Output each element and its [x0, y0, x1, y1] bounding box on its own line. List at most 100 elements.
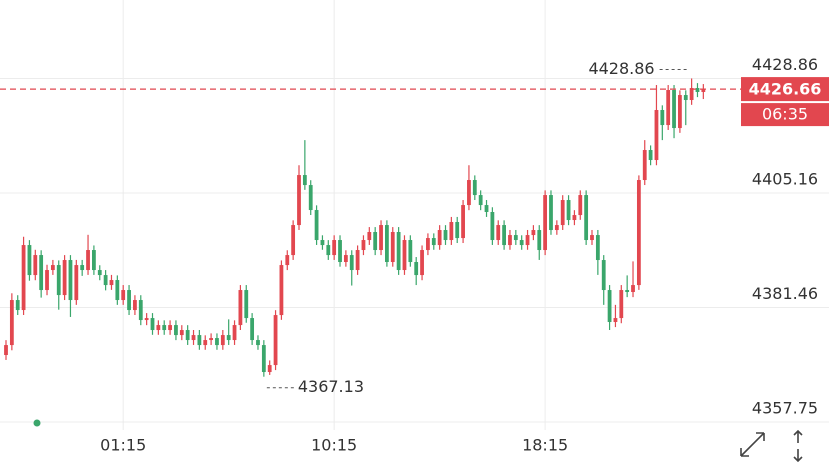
candle-body [191, 335, 196, 341]
candle-body [490, 212, 495, 241]
candle-body [162, 325, 167, 331]
candle-body [332, 240, 337, 256]
candle-body [62, 260, 67, 296]
candle-body [4, 345, 8, 356]
candle-body [449, 222, 454, 241]
candle-body [45, 270, 49, 291]
candle-body [150, 318, 155, 331]
candle-body [338, 240, 342, 263]
candle-body [414, 262, 419, 276]
candle-body [39, 255, 44, 291]
candle-body [15, 300, 20, 311]
plot: 4357.75 4381.46 4405.16 4428.86 01:15 10:15 18… [0, 0, 829, 455]
y-tick-label: 4405.16 [752, 169, 818, 188]
candle-body [349, 255, 354, 271]
candle-body [244, 290, 249, 319]
candle-body [133, 300, 137, 311]
candle-body [443, 230, 448, 241]
candle-body [97, 270, 102, 276]
candle-body [238, 290, 243, 326]
candle-body [267, 365, 272, 373]
countdown-tag [741, 103, 829, 127]
candle-body [80, 265, 85, 271]
candle-body [215, 338, 219, 346]
candle-body [678, 95, 682, 129]
candle-body [402, 240, 407, 271]
last-price-label: 4426.66 [749, 80, 822, 99]
candle-body [619, 290, 624, 319]
candle-body [513, 235, 518, 241]
candle-body [261, 345, 266, 373]
status-dot [33, 419, 41, 427]
candle-body [531, 230, 536, 236]
candle-body [185, 330, 190, 341]
candle-body [654, 110, 659, 161]
candle-body [326, 245, 331, 256]
candle-body [385, 225, 389, 263]
candle-body [519, 240, 524, 246]
candle-body [689, 88, 694, 101]
candle-body [595, 235, 600, 261]
candle-body [683, 95, 688, 101]
candle-body [648, 150, 653, 161]
candle-body [21, 245, 26, 311]
candle-body [156, 325, 161, 331]
candle-body [86, 250, 90, 271]
candle-body [590, 235, 594, 241]
candle-body [554, 225, 559, 231]
candle-body [537, 230, 542, 251]
candle-body [672, 90, 676, 129]
candle-body [572, 215, 577, 221]
candle-body [115, 280, 120, 301]
candle-body [121, 290, 126, 301]
candle-body [279, 265, 284, 316]
candle-body [103, 275, 108, 286]
candle-body [197, 335, 202, 346]
candle-body [455, 222, 460, 239]
candle-body [631, 285, 635, 293]
candle-body [355, 250, 360, 271]
candle-body [508, 235, 512, 246]
candle-body [179, 330, 184, 336]
candle-body [426, 238, 430, 251]
x-tick-label: 10:15 [311, 436, 357, 455]
x-tick-label: 01:15 [100, 436, 146, 455]
candle-body [302, 175, 307, 186]
candle-body [560, 200, 565, 226]
candle-body [701, 89, 706, 92]
candle-body [408, 240, 413, 263]
y-tick-label: 4357.75 [752, 399, 818, 418]
countdown-label: 06:35 [762, 105, 808, 124]
candle-body [203, 340, 208, 346]
scale-icon[interactable] [793, 429, 803, 463]
candle-body [478, 195, 483, 206]
candle-body [68, 260, 73, 301]
overlay: 4426.66 06:35 [0, 77, 829, 127]
candle-body [138, 300, 143, 321]
candle-body [174, 325, 178, 336]
candle-body [320, 240, 325, 246]
candle-body [420, 250, 424, 276]
candle-body [144, 318, 149, 321]
candle-body [285, 255, 290, 266]
low-label: 4367.13 [298, 377, 364, 396]
candle-body [273, 315, 278, 366]
candle-body [379, 225, 383, 251]
expand-icon[interactable] [740, 432, 765, 457]
candle-body [396, 232, 401, 271]
candle-body [525, 235, 530, 246]
candle-body [549, 195, 553, 231]
candle-body [27, 245, 32, 276]
candle-body [437, 230, 442, 246]
last-price-tag [741, 77, 829, 102]
y-tick-label: 4428.86 [752, 55, 818, 74]
candle-body [9, 300, 14, 346]
candle-body [390, 232, 395, 263]
candle-body [666, 90, 671, 126]
candle-body [168, 325, 172, 331]
candle-body [74, 265, 79, 301]
candle-body [127, 290, 131, 311]
candle-body [584, 195, 589, 241]
candle-body [373, 232, 378, 251]
